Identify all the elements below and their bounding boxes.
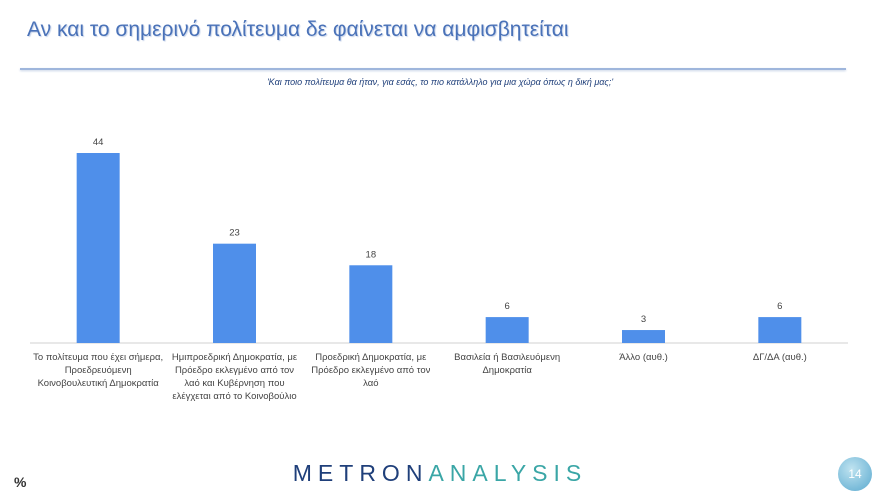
logo-part2: ANALYSIS: [428, 460, 588, 486]
bar: [758, 317, 802, 343]
bar: [349, 265, 393, 343]
bar: [622, 330, 665, 343]
title-divider: [20, 68, 846, 70]
data-label: 23: [229, 228, 240, 239]
bar: [485, 317, 529, 343]
bar: [213, 243, 256, 343]
category-label: Βασιλεία ή Βασιλευόμενη Δημοκρατία: [454, 352, 561, 376]
category-label: ΔΓ/ΔΑ (αυθ.): [752, 352, 807, 363]
data-label: 44: [93, 137, 104, 148]
data-label: 18: [366, 249, 377, 260]
category-label: Το πολίτευμα που έχει σήμερα, Προεδρευόμ…: [33, 352, 164, 389]
data-label: 6: [505, 301, 510, 312]
category-label: Προεδρική Δημοκρατία, με Πρόεδρο εκλεγμέ…: [311, 352, 431, 389]
survey-question: 'Και ποιο πολίτευμα θα ήταν, για εσάς, τ…: [266, 77, 614, 87]
category-label: Ημιπροεδρική Δημοκρατία, με Πρόεδρο εκλε…: [171, 352, 298, 402]
unit-label: %: [14, 474, 27, 490]
logo-part1: METRON: [292, 460, 429, 486]
page-number: 14: [838, 457, 872, 491]
data-label: 6: [777, 301, 782, 312]
metron-analysis-logo: METRONANALYSIS: [0, 460, 880, 487]
bar: [76, 153, 120, 343]
category-label: Άλλο (αυθ.): [619, 352, 668, 363]
page-title: Αν και το σημερινό πολίτευμα δε φαίνεται…: [27, 18, 569, 41]
data-label: 3: [641, 314, 646, 325]
